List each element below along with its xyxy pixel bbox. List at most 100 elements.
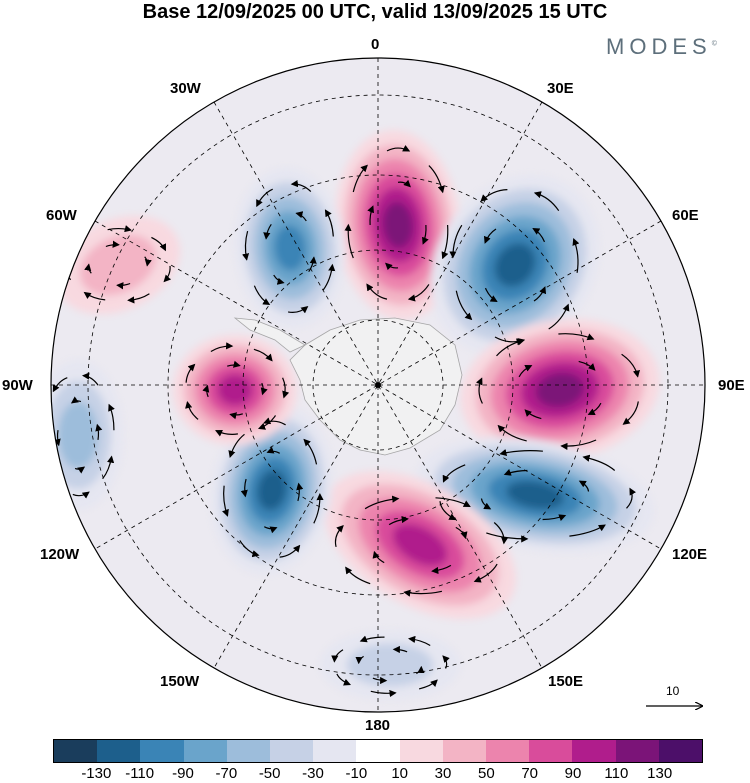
wind-vector: [455, 526, 468, 540]
wind-vector: [151, 236, 167, 252]
wind-vector: [257, 415, 277, 430]
wind-vector: [416, 665, 425, 675]
wind-vector: [296, 482, 304, 502]
colorbar-swatch: [399, 740, 443, 762]
wind-vector: [241, 230, 250, 261]
wind-vector: [524, 409, 542, 420]
colorbar-tick-label: -30: [302, 765, 324, 782]
wind-vector: [518, 365, 533, 378]
wind-vector: [215, 430, 238, 437]
wind-vector: [367, 205, 374, 226]
wind-vector: [185, 363, 196, 383]
anomaly-center: [234, 168, 346, 328]
wind-vector: [266, 446, 280, 454]
wind-vector: [385, 262, 399, 271]
wind-vector: [324, 209, 334, 237]
wind-vector: [496, 338, 526, 357]
lon-label-90e: 90E: [718, 377, 745, 394]
anomaly-contour: [392, 523, 448, 567]
wind-vector: [484, 287, 498, 302]
wind-vector: [282, 377, 290, 399]
wind-vector: [386, 144, 411, 152]
wind-vector: [569, 524, 606, 537]
colorbar-swatch: [658, 740, 703, 762]
colorbar-tick-label: 130: [647, 765, 673, 782]
wind-vector: [53, 430, 61, 447]
wind-vector: [273, 274, 285, 285]
colorbar-tick-label: -110: [125, 765, 155, 782]
wind-vector: [578, 360, 596, 371]
wind-vector: [441, 224, 449, 260]
anomaly-center: [431, 175, 599, 355]
wind-vector: [497, 424, 527, 442]
wind-vector: [102, 455, 115, 480]
lon-label-30w: 30W: [170, 80, 201, 97]
wind-vector: [239, 540, 260, 558]
wind-vector: [256, 188, 273, 208]
wind-vector: [428, 165, 445, 194]
lon-label-0: 0: [371, 36, 380, 53]
lon-label-90w: 90W: [2, 377, 33, 394]
anomaly-center: [51, 360, 123, 510]
colorbar-tick-label: -130: [81, 765, 112, 782]
anomaly-center: [324, 471, 516, 619]
wind-vector: [344, 223, 354, 259]
wind-vector: [558, 333, 595, 341]
wind-vector: [222, 485, 229, 517]
colorbar-swatch: [226, 740, 271, 762]
colorbar-ticks: -130 -110 -90 -70 -50 -30 -10 10 30 50 70 90 110 130: [0, 765, 750, 783]
wind-vector: [493, 522, 509, 545]
wind-vector: [210, 342, 234, 353]
wind-vector: [355, 655, 364, 665]
wind-vector: [144, 256, 152, 267]
wind-vector: [431, 564, 452, 575]
brand-logo: MODES©: [606, 34, 717, 60]
colorbar-tick-label: 110: [604, 765, 629, 782]
wind-vector: [263, 223, 272, 240]
wind-vector: [95, 423, 103, 440]
wind-vector: [475, 377, 483, 404]
colorbar: [53, 739, 703, 763]
wind-vector: [264, 526, 278, 534]
wind-vector: [626, 487, 637, 509]
wind-vector: [253, 348, 273, 362]
lon-label-60e: 60E: [672, 207, 699, 224]
wind-vector: [253, 285, 271, 306]
wind-vector: [533, 191, 560, 212]
wind-vector: [372, 550, 385, 564]
wind-vector: [418, 679, 438, 690]
wind-vector: [388, 515, 409, 526]
wind-vector: [578, 480, 590, 492]
colorbar-swatch: [313, 740, 357, 762]
colorbar-swatch: [54, 740, 98, 762]
wind-vector: [279, 544, 301, 558]
wind-vector: [185, 401, 199, 420]
wind-vector: [455, 290, 473, 321]
reference-vector-label: 10: [666, 684, 680, 698]
colorbar-swatch: [97, 740, 141, 762]
colorbar-tick-label: 70: [521, 765, 538, 782]
anomaly-contour: [217, 374, 253, 406]
wind-vector: [480, 498, 492, 510]
colorbar-swatch: [442, 740, 487, 762]
wind-vector: [70, 396, 82, 404]
wind-vector: [345, 566, 371, 585]
wind-vector: [107, 225, 132, 233]
wind-vector: [499, 449, 543, 457]
colorbar-swatch: [486, 740, 530, 762]
wind-vector: [397, 179, 411, 188]
colorbar-tick-label: 50: [477, 765, 495, 782]
wind-vector: [442, 464, 466, 483]
wind-vector: [622, 401, 639, 425]
wind-vector: [435, 497, 471, 507]
wind-vector: [287, 306, 309, 314]
wind-vector: [308, 256, 317, 273]
wind-vector: [240, 478, 248, 498]
wind-vector: [621, 353, 641, 378]
wind-vector: [359, 635, 385, 643]
wind-vector: [227, 360, 241, 368]
wind-vector: [442, 655, 450, 669]
wind-vector: [334, 524, 344, 548]
wind-vector: [422, 224, 429, 245]
wind-vector: [364, 495, 400, 510]
